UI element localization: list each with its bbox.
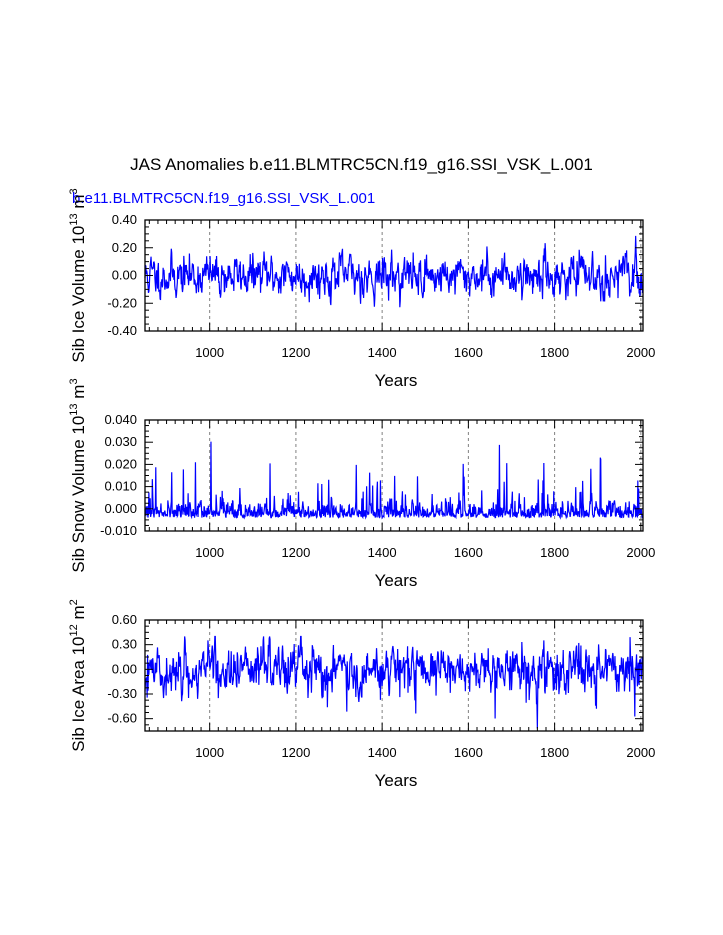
- y-tick-label: 0.000: [104, 501, 137, 516]
- y-axis-title: Sib Ice Volume 1013 m3: [68, 188, 88, 362]
- case-label: b.e11.BLMTRC5CN.f19_g16.SSI_VSK_L.001: [72, 190, 376, 207]
- x-tick-label: 1400: [368, 745, 397, 760]
- x-tick-label: 1000: [195, 545, 224, 560]
- x-tick-label: 1200: [281, 345, 310, 360]
- x-tick-label: 1400: [368, 345, 397, 360]
- x-tick-label: 1600: [454, 545, 483, 560]
- x-tick-label: 1200: [281, 745, 310, 760]
- y-axis-title: Sib Ice Area 1012 m2: [68, 599, 88, 752]
- y-tick-label: 0.030: [104, 434, 137, 449]
- x-tick-label: 2000: [626, 545, 655, 560]
- y-tick-label: 0.00: [112, 661, 137, 676]
- chart-title: JAS Anomalies b.e11.BLMTRC5CN.f19_g16.SS…: [130, 155, 593, 174]
- x-tick-label: 1600: [454, 745, 483, 760]
- y-tick-label: -0.40: [107, 323, 137, 338]
- x-tick-label: 1200: [281, 545, 310, 560]
- y-tick-label: 0.20: [112, 240, 137, 255]
- x-tick-label: 2000: [626, 745, 655, 760]
- x-tick-label: 1400: [368, 545, 397, 560]
- x-axis-title: Years: [375, 571, 418, 590]
- y-tick-label: 0.40: [112, 212, 137, 227]
- x-tick-label: 1000: [195, 745, 224, 760]
- x-tick-label: 1800: [540, 345, 569, 360]
- x-tick-label: 1000: [195, 345, 224, 360]
- series-line: [144, 635, 644, 729]
- y-tick-label: -0.30: [107, 686, 137, 701]
- y-tick-label: -0.60: [107, 711, 137, 726]
- y-tick-label: -0.010: [100, 523, 137, 538]
- y-tick-label: 0.30: [112, 637, 137, 652]
- x-axis-title: Years: [375, 371, 418, 390]
- x-axis-title: Years: [375, 771, 418, 790]
- series-line: [144, 441, 644, 520]
- y-axis-title: Sib Snow Volume 1013 m3: [68, 378, 88, 572]
- y-tick-label: 0.00: [112, 268, 137, 283]
- y-tick-label: 0.020: [104, 456, 137, 471]
- x-tick-label: 1800: [540, 545, 569, 560]
- x-tick-label: 1800: [540, 745, 569, 760]
- y-tick-label: 0.60: [112, 612, 137, 627]
- series-line: [144, 235, 644, 308]
- y-tick-label: -0.20: [107, 295, 137, 310]
- y-tick-label: 0.040: [104, 412, 137, 427]
- x-tick-label: 2000: [626, 345, 655, 360]
- x-tick-label: 1600: [454, 345, 483, 360]
- y-tick-label: 0.010: [104, 479, 137, 494]
